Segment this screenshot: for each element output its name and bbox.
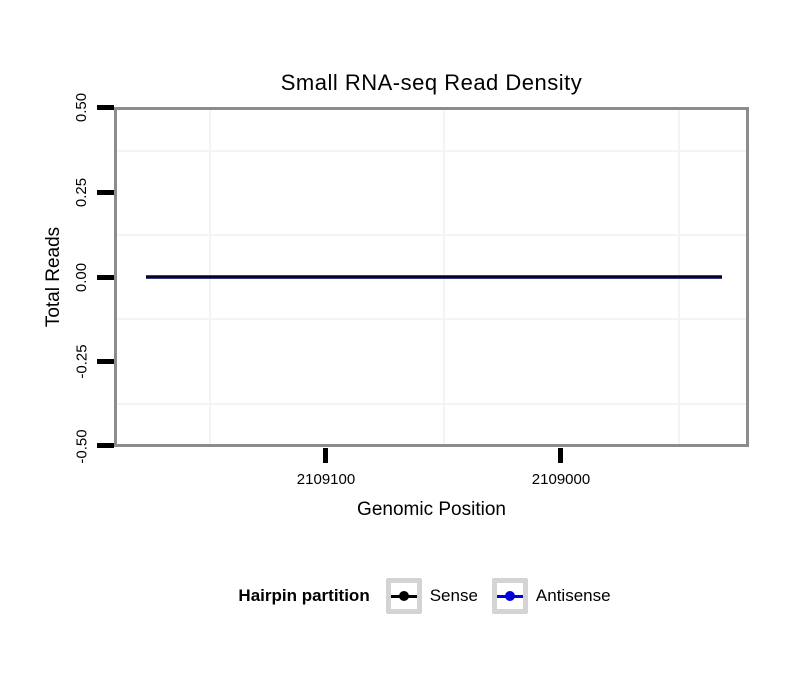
y-axis-tick	[97, 275, 114, 280]
legend-title: Hairpin partition	[238, 586, 370, 605]
point-marker-icon	[504, 591, 515, 601]
legend-label-antisense: Antisense	[535, 586, 611, 605]
legend-entry-sense: Sense	[385, 578, 478, 614]
x-tick-label: 2109100	[296, 471, 356, 488]
y-tick-label: 0.50	[73, 92, 91, 122]
y-tick-label: -0.50	[73, 428, 91, 464]
x-axis-tick	[323, 448, 328, 463]
legend-key-sense	[385, 578, 422, 614]
y-axis-tick	[97, 105, 114, 110]
plot-panel	[114, 107, 749, 447]
x-axis-tick	[558, 448, 563, 463]
minor-gridline-h	[117, 403, 746, 405]
y-axis-tick	[97, 443, 114, 448]
legend-key-antisense	[491, 578, 528, 614]
minor-gridline-h	[117, 150, 746, 152]
point-marker-icon	[398, 591, 409, 601]
y-axis-title: Total Reads	[43, 226, 64, 328]
legend: Hairpin partition Sense Antisense	[114, 575, 749, 617]
legend-entry-antisense: Antisense	[491, 578, 611, 614]
x-tick-label: 2109000	[531, 471, 591, 488]
series-line-sense-antisense-overplotted	[146, 275, 722, 279]
legend-label-sense: Sense	[429, 586, 478, 605]
y-axis-tick	[97, 359, 114, 364]
x-axis-title: Genomic Position	[357, 499, 506, 520]
minor-gridline-h	[117, 318, 746, 320]
minor-gridline-h	[117, 234, 746, 236]
chart-title: Small RNA-seq Read Density	[280, 70, 583, 95]
y-axis-tick	[97, 190, 114, 195]
